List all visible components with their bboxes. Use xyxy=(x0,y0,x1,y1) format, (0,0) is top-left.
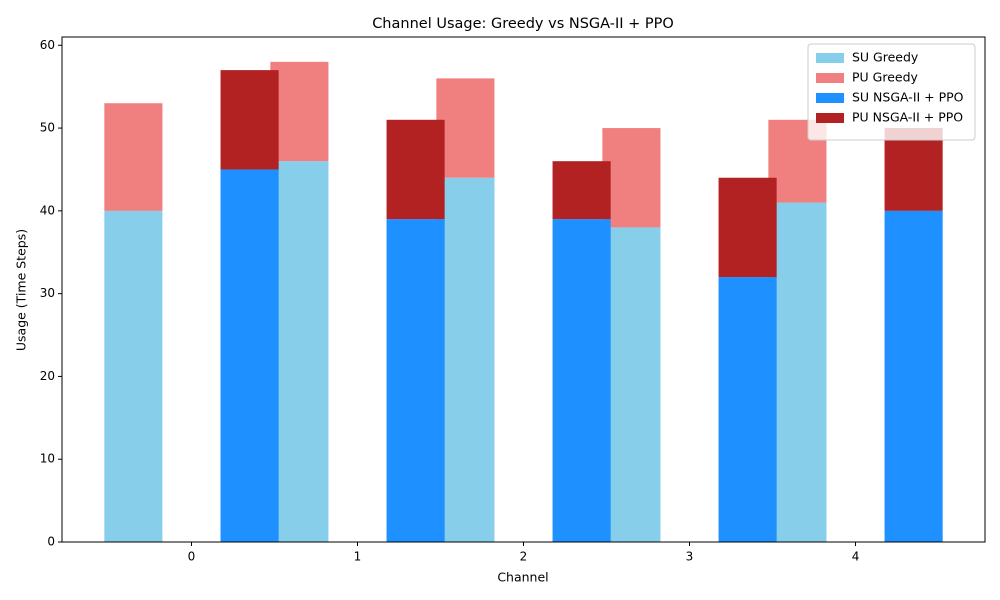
bar-segment xyxy=(386,119,445,220)
y-axis-label: Usage (Time Steps) xyxy=(14,229,29,351)
x-tick-label: 0 xyxy=(188,550,196,564)
y-tick-label: 0 xyxy=(47,535,55,549)
x-tick-label: 4 xyxy=(852,550,860,564)
bar-segment xyxy=(552,161,611,220)
bar-segment xyxy=(718,277,777,542)
y-tick-label: 20 xyxy=(40,369,55,383)
bar-segment xyxy=(270,61,329,162)
bar-segment xyxy=(386,219,445,542)
legend-label: PU NSGA-II + PPO xyxy=(852,110,963,125)
x-axis-label: Channel xyxy=(497,570,548,585)
y-tick-label: 40 xyxy=(40,203,55,217)
bar-segment xyxy=(436,78,495,178)
chart-title: Channel Usage: Greedy vs NSGA-II + PPO xyxy=(372,16,674,32)
legend-swatch xyxy=(816,93,844,103)
legend-label: SU NSGA-II + PPO xyxy=(852,90,964,105)
bar-segment xyxy=(602,128,661,228)
x-tick-label: 1 xyxy=(354,550,362,564)
y-tick-label: 60 xyxy=(40,38,55,52)
bar-segment xyxy=(270,161,329,542)
bar-segment xyxy=(884,210,943,542)
y-tick-label: 30 xyxy=(40,286,55,300)
bar-segment xyxy=(104,103,163,211)
bar-segment xyxy=(220,169,279,542)
bar-segment xyxy=(104,210,163,542)
x-tick-label: 3 xyxy=(686,550,694,564)
legend-swatch xyxy=(816,73,844,83)
bar-segment xyxy=(602,227,661,542)
bar-segment xyxy=(718,177,777,278)
legend-swatch xyxy=(816,53,844,63)
legend: SU Greedy PU Greedy SU NSGA-II + PPO PU NSG… xyxy=(807,43,976,141)
legend-swatch xyxy=(816,113,844,123)
bar-segment xyxy=(436,177,495,542)
bar-segment xyxy=(768,202,827,542)
y-tick-label: 50 xyxy=(40,121,55,135)
legend-label: SU Greedy xyxy=(852,50,919,65)
y-tick-label: 10 xyxy=(40,452,55,466)
legend-box xyxy=(807,43,976,141)
bar-segment xyxy=(220,70,279,170)
legend-label: PU Greedy xyxy=(852,70,919,85)
bar-segment xyxy=(884,128,943,211)
bar-segment xyxy=(552,219,611,542)
x-tick-label: 2 xyxy=(520,550,528,564)
